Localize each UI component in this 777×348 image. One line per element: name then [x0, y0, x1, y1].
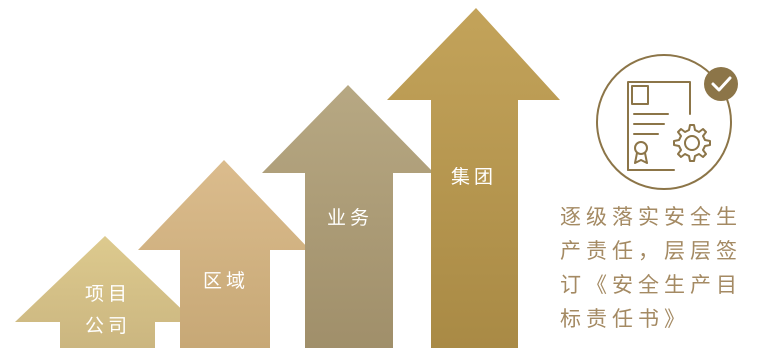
icon-outer-circle — [596, 54, 732, 190]
arrow-region: 区域 — [138, 160, 310, 348]
arrow-region-shape — [138, 160, 310, 348]
seal-ribbon — [634, 152, 648, 164]
description-line-2: 产责任，层层签 — [560, 239, 742, 263]
check-badge-icon — [704, 67, 738, 101]
arrow-project-company-label-line-2: 公司 — [85, 315, 131, 337]
arrow-business-shape — [262, 85, 434, 348]
arrow-group-label: 集团 — [451, 166, 497, 188]
arrow-business: 业务 — [262, 85, 434, 348]
gear-icon — [673, 124, 711, 162]
description-text: 逐级落实安全生 产责任，层层签 订《安全生产目 标责任书》 — [560, 200, 775, 336]
contract-gear-check-icon — [596, 54, 732, 190]
arrow-project-company-shape — [15, 236, 195, 348]
document-outline — [627, 81, 691, 171]
arrow-group-shape — [387, 8, 560, 348]
arrow-region-label: 区域 — [203, 270, 249, 292]
arrow-project-company-label-line-1: 项目 — [85, 283, 131, 305]
description-line-3: 订《安全生产目 — [560, 273, 742, 297]
seal-icon — [634, 141, 648, 155]
description-line-4: 标责任书》 — [560, 307, 690, 331]
document-header-box — [631, 85, 649, 105]
arrow-group: 集团 — [387, 8, 560, 348]
arrow-project-company: 项目 公司 — [15, 236, 195, 348]
description-line-1: 逐级落实安全生 — [560, 205, 742, 229]
arrow-business-label: 业务 — [327, 207, 373, 229]
